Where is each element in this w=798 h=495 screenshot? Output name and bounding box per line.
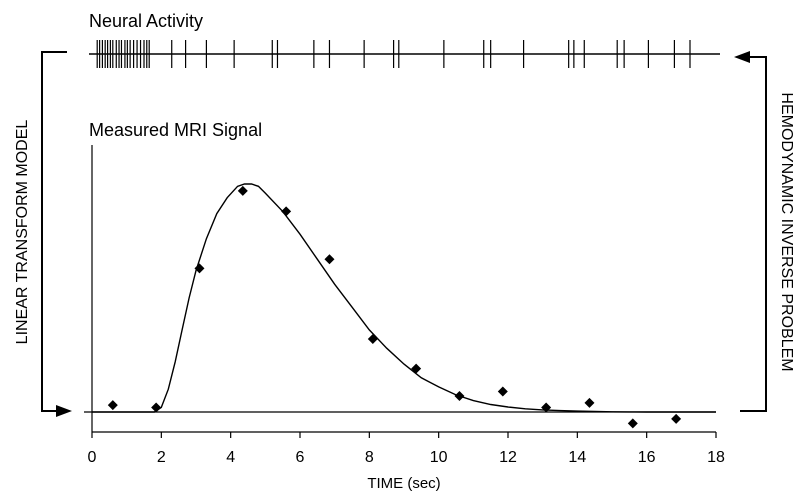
x-tick-label-0: 0: [88, 449, 97, 466]
left-arrowhead-icon: [56, 405, 72, 417]
data-point-0: [107, 400, 118, 411]
x-tick-label-3: 6: [296, 449, 305, 466]
right-arrowhead-icon: [734, 51, 750, 63]
x-tick-label-8: 16: [638, 449, 656, 466]
x-tick-label-9: 18: [707, 449, 725, 466]
data-point-5: [324, 254, 335, 265]
raster-spikes: [96, 40, 691, 68]
data-points: [107, 185, 682, 429]
data-point-6: [367, 334, 378, 345]
right-side-label: HEMODYNAMIC INVERSE PROBLEM: [778, 92, 795, 371]
x-tick-label-1: 2: [157, 449, 166, 466]
data-point-9: [497, 386, 508, 397]
x-tick-label-7: 14: [568, 449, 586, 466]
data-point-4: [281, 206, 292, 217]
chart-title: Measured MRI Signal: [89, 120, 262, 140]
x-tick-label-2: 4: [226, 449, 235, 466]
x-axis-ticks: 0 2 4 6 8 10 12 14 16 18: [88, 432, 725, 466]
data-point-7: [411, 363, 422, 374]
raster-title: Neural Activity: [89, 11, 203, 31]
left-side-label: LINEAR TRANSFORM MODEL: [14, 120, 31, 345]
data-point-1: [151, 402, 162, 413]
x-axis-label: TIME (sec): [367, 475, 440, 492]
x-tick-label-5: 10: [430, 449, 448, 466]
right-bracket: [740, 56, 767, 412]
x-tick-label-4: 8: [365, 449, 374, 466]
data-point-3: [237, 185, 248, 196]
left-bracket: [41, 51, 67, 412]
data-point-10: [541, 402, 552, 413]
data-point-8: [454, 391, 465, 402]
model-curve: [92, 183, 716, 413]
data-point-13: [671, 413, 682, 424]
data-point-11: [584, 397, 595, 408]
data-point-2: [194, 263, 205, 274]
x-tick-label-6: 12: [499, 449, 517, 466]
data-point-12: [627, 418, 638, 429]
